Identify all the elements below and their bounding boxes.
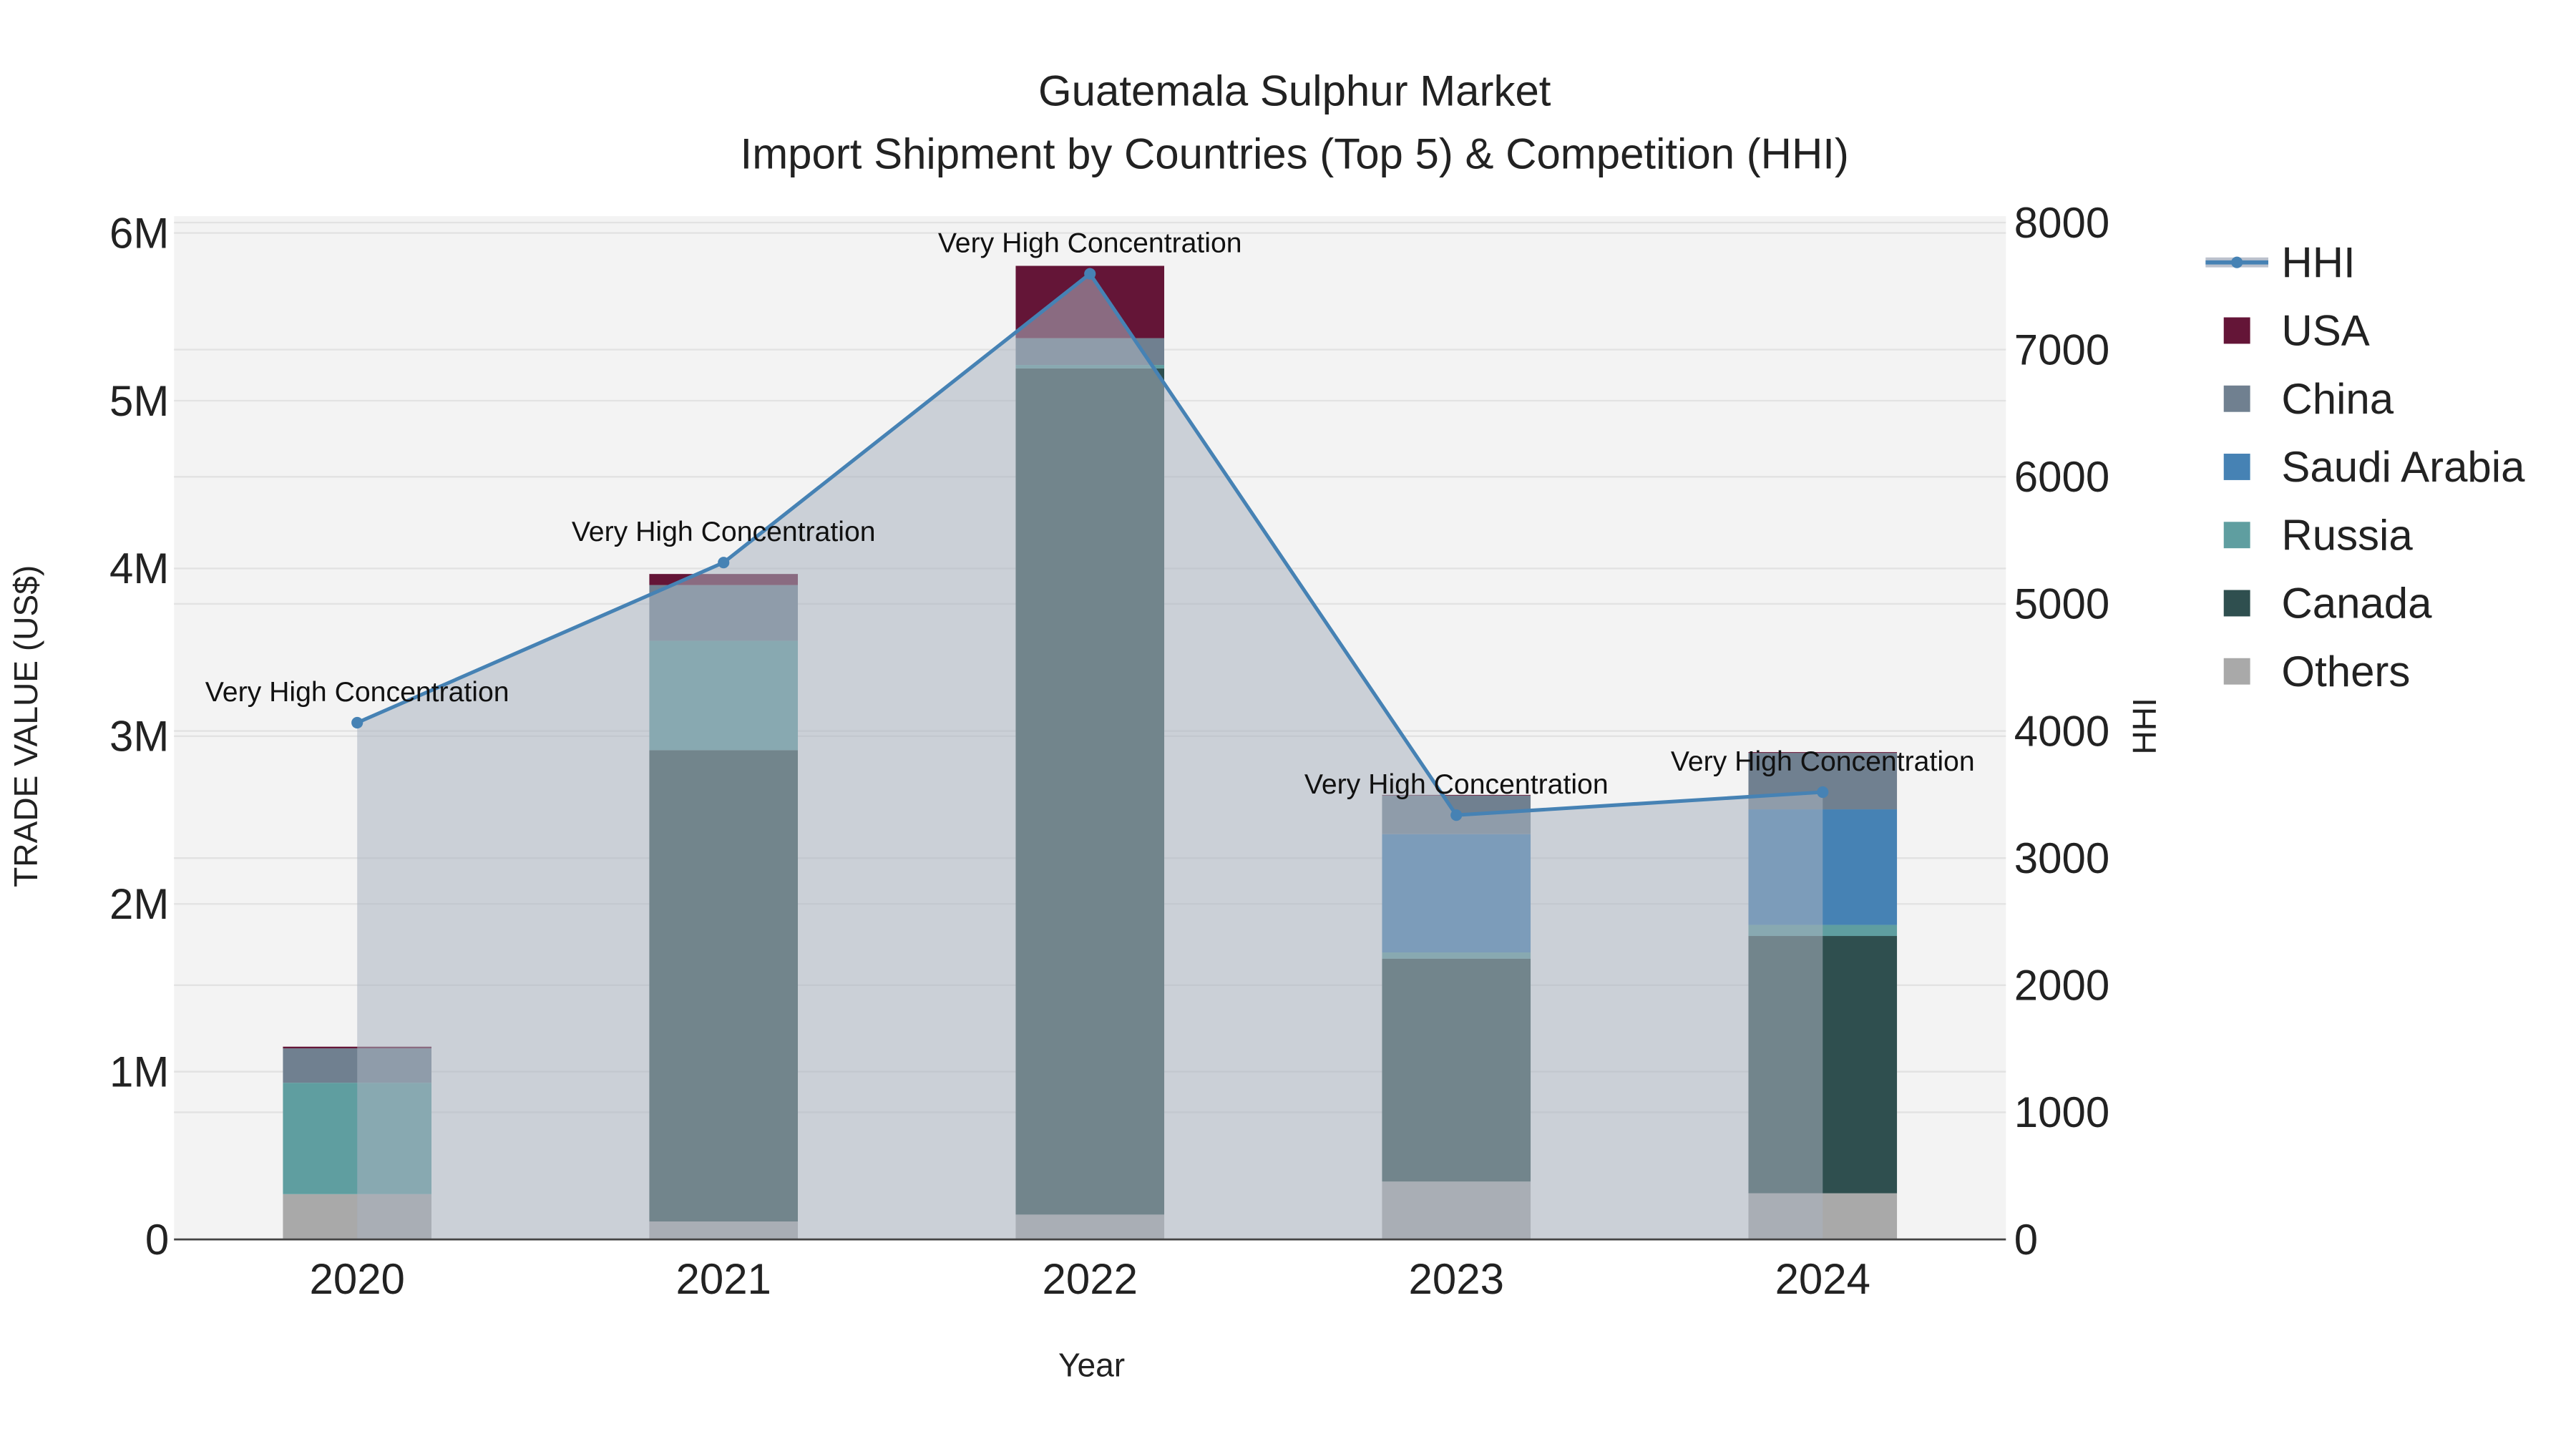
annotation-label: Very High Concentration — [1304, 769, 1609, 800]
hhi-point — [1817, 786, 1829, 799]
y2-axis-ticks: 0 1000 2000 3000 4000 5000 6000 7000 8000 — [2014, 199, 2109, 1264]
y-tick-label: 0 — [145, 1216, 169, 1264]
y-axis-title: TRADE VALUE (US$) — [7, 565, 44, 887]
legend-swatch-russia — [2223, 522, 2250, 549]
legend-swatch-hhi-marker — [2231, 256, 2243, 268]
annotation-label: Very High Concentration — [1671, 746, 1975, 777]
legend-label: Others — [2281, 648, 2410, 696]
hhi-area — [357, 273, 1823, 1240]
y-tick-label: 2M — [109, 880, 169, 928]
x-axis-title: Year — [1058, 1347, 1125, 1384]
legend-swatch-canada — [2223, 590, 2250, 617]
hhi-point — [1084, 268, 1096, 280]
x-axis-ticks: 2020 2021 2022 2023 2024 — [310, 1255, 1870, 1303]
legend-swatch-saudi-arabia — [2223, 454, 2250, 480]
y-tick-label: 4M — [109, 545, 169, 592]
x-tick-label: 2024 — [1775, 1255, 1870, 1303]
y2-tick-label: 7000 — [2014, 326, 2109, 374]
hhi-line — [351, 268, 1829, 821]
hhi-point — [718, 557, 730, 569]
y-tick-label: 5M — [109, 377, 169, 425]
bar-usa — [1382, 794, 1531, 796]
annotation-label: Very High Concentration — [938, 228, 1242, 259]
y2-tick-label: 4000 — [2014, 707, 2109, 755]
y-tick-label: 3M — [109, 713, 169, 761]
legend-label: USA — [2281, 307, 2369, 355]
y2-tick-label: 2000 — [2014, 962, 2109, 1010]
legend-label: China — [2281, 375, 2394, 423]
y-axis-ticks: 0 1M 2M 3M 4M 5M 6M — [109, 209, 169, 1264]
legend-label: HHI — [2281, 238, 2355, 286]
x-tick-label: 2023 — [1409, 1255, 1504, 1303]
annotation-label: Very High Concentration — [205, 677, 509, 708]
hhi-point — [1450, 809, 1463, 821]
legend-swatch-china — [2223, 385, 2250, 412]
hhi-area-fill — [357, 273, 1823, 1240]
legend: HHI USA China Saudi Arabia Russia Canada Other… — [2205, 238, 2525, 696]
legend-label: Canada — [2281, 580, 2432, 628]
y2-tick-label: 0 — [2014, 1216, 2038, 1264]
y-tick-label: 6M — [109, 209, 169, 257]
x-tick-label: 2021 — [676, 1255, 771, 1303]
chart-subtitle: Import Shipment by Countries (Top 5) & C… — [741, 130, 1849, 177]
legend-label: Russia — [2281, 511, 2413, 559]
y2-tick-label: 1000 — [2014, 1088, 2109, 1136]
y2-tick-label: 5000 — [2014, 580, 2109, 628]
legend-swatch-usa — [2223, 317, 2250, 344]
annotation-label: Very High Concentration — [572, 517, 876, 547]
legend-swatch-others — [2223, 658, 2250, 685]
bar-usa — [1748, 752, 1898, 753]
y2-tick-label: 6000 — [2014, 453, 2109, 501]
x-tick-label: 2020 — [310, 1255, 405, 1303]
chart-title: Guatemala Sulphur Market — [1038, 67, 1551, 115]
y-tick-label: 1M — [109, 1048, 169, 1096]
y2-axis-title: HHI — [2126, 698, 2163, 754]
hhi-point — [351, 716, 364, 729]
x-tick-label: 2022 — [1043, 1255, 1138, 1303]
annotations: Very High Concentration Very High Concent… — [205, 228, 1975, 801]
legend-label: Saudi Arabia — [2281, 443, 2525, 491]
y2-tick-label: 3000 — [2014, 834, 2109, 882]
y2-tick-label: 8000 — [2014, 199, 2109, 247]
